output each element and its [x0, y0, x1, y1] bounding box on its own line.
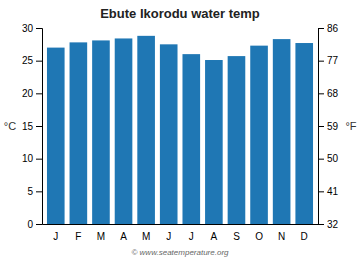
tick-label: 59: [327, 121, 339, 132]
tick-label: 41: [327, 186, 339, 197]
tick: 32: [318, 219, 339, 230]
tick-label: J: [189, 231, 194, 242]
tick-mark: [36, 159, 42, 160]
bar: [70, 42, 88, 224]
y-axis-title: °C: [4, 120, 16, 132]
tick-label: D: [301, 231, 308, 242]
bar: [205, 60, 223, 224]
tick: F: [75, 231, 81, 242]
tick-label: 77: [327, 55, 339, 66]
tick: 25: [22, 55, 42, 66]
tick: N: [278, 231, 285, 242]
tick-label: M: [97, 231, 105, 242]
bar: [160, 44, 178, 224]
tick-mark: [318, 224, 324, 225]
bar: [92, 40, 110, 224]
tick-label: 10: [22, 153, 34, 164]
y2-axis-title: °F: [345, 120, 356, 132]
tick: O: [255, 231, 263, 242]
tick-mark: [318, 159, 324, 160]
axis-line: [319, 29, 325, 225]
tick-label: 0: [27, 219, 33, 230]
tick-label: A: [120, 231, 127, 242]
tick: 50: [318, 153, 339, 164]
chart: 0 5 10 15 20 25 30 32 41 50 59 68 77 86 J F M A M J J A S O N D °C…: [0, 0, 360, 260]
bar: [273, 39, 291, 224]
tick: M: [142, 231, 150, 242]
axis-line: [43, 224, 319, 225]
tick: 77: [318, 55, 339, 66]
tick-mark: [36, 191, 42, 192]
tick: S: [233, 231, 240, 242]
tick-label: 15: [22, 121, 34, 132]
tick: 86: [318, 23, 339, 34]
tick-label: 5: [27, 186, 33, 197]
bar: [115, 38, 133, 224]
bar: [295, 43, 313, 224]
tick-mark: [318, 191, 324, 192]
bar: [182, 54, 200, 224]
tick-mark: [318, 93, 324, 94]
tick-label: F: [75, 231, 81, 242]
y-axis: 0 5 10 15 20 25 30: [22, 23, 43, 230]
tick-label: 30: [22, 23, 34, 34]
tick: M: [97, 231, 105, 242]
tick-label: S: [233, 231, 240, 242]
tick-mark: [36, 61, 42, 62]
tick-mark: [36, 224, 42, 225]
tick: 20: [22, 88, 42, 99]
tick-mark: [318, 126, 324, 127]
tick: J: [166, 231, 171, 242]
axis-line: [36, 29, 43, 225]
tick-label: 86: [327, 23, 339, 34]
tick-label: N: [278, 231, 285, 242]
bars: [47, 36, 313, 224]
bar: [250, 46, 268, 224]
tick-mark: [36, 126, 42, 127]
tick: 41: [318, 186, 339, 197]
tick-label: J: [166, 231, 171, 242]
y2-axis: 32 41 50 59 68 77 86: [318, 23, 339, 230]
tick-label: 68: [327, 88, 339, 99]
bar: [137, 36, 155, 224]
title: Ebute Ikorodu water temp: [100, 6, 260, 21]
tick-label: O: [255, 231, 263, 242]
tick: 5: [27, 186, 42, 197]
tick-label: 25: [22, 55, 34, 66]
plot: 0 5 10 15 20 25 30 32 41 50 59 68 77 86 J F M A M J J A S O N D °C…: [4, 23, 357, 242]
tick-label: A: [211, 231, 218, 242]
bar: [47, 48, 65, 224]
tick: 15: [22, 121, 42, 132]
tick-mark: [36, 93, 42, 94]
tick-label: 20: [22, 88, 34, 99]
annotation: © www.seatemperature.org: [131, 248, 229, 257]
tick: 10: [22, 153, 42, 164]
tick-label: M: [142, 231, 150, 242]
tick: 0: [27, 219, 42, 230]
tick: J: [53, 231, 58, 242]
tick-mark: [318, 61, 324, 62]
tick: A: [120, 231, 127, 242]
tick: J: [189, 231, 194, 242]
tick-label: 32: [327, 219, 339, 230]
tick-mark: [36, 28, 42, 29]
tick: 30: [22, 23, 42, 34]
tick-label: J: [53, 231, 58, 242]
tick-mark: [318, 28, 324, 29]
tick: D: [301, 231, 308, 242]
tick: 68: [318, 88, 339, 99]
x-axis: JFMAMJJASOND: [43, 225, 319, 243]
tick: 59: [318, 121, 339, 132]
bar: [228, 56, 246, 224]
tick-label: 50: [327, 153, 339, 164]
tick: A: [211, 231, 218, 242]
